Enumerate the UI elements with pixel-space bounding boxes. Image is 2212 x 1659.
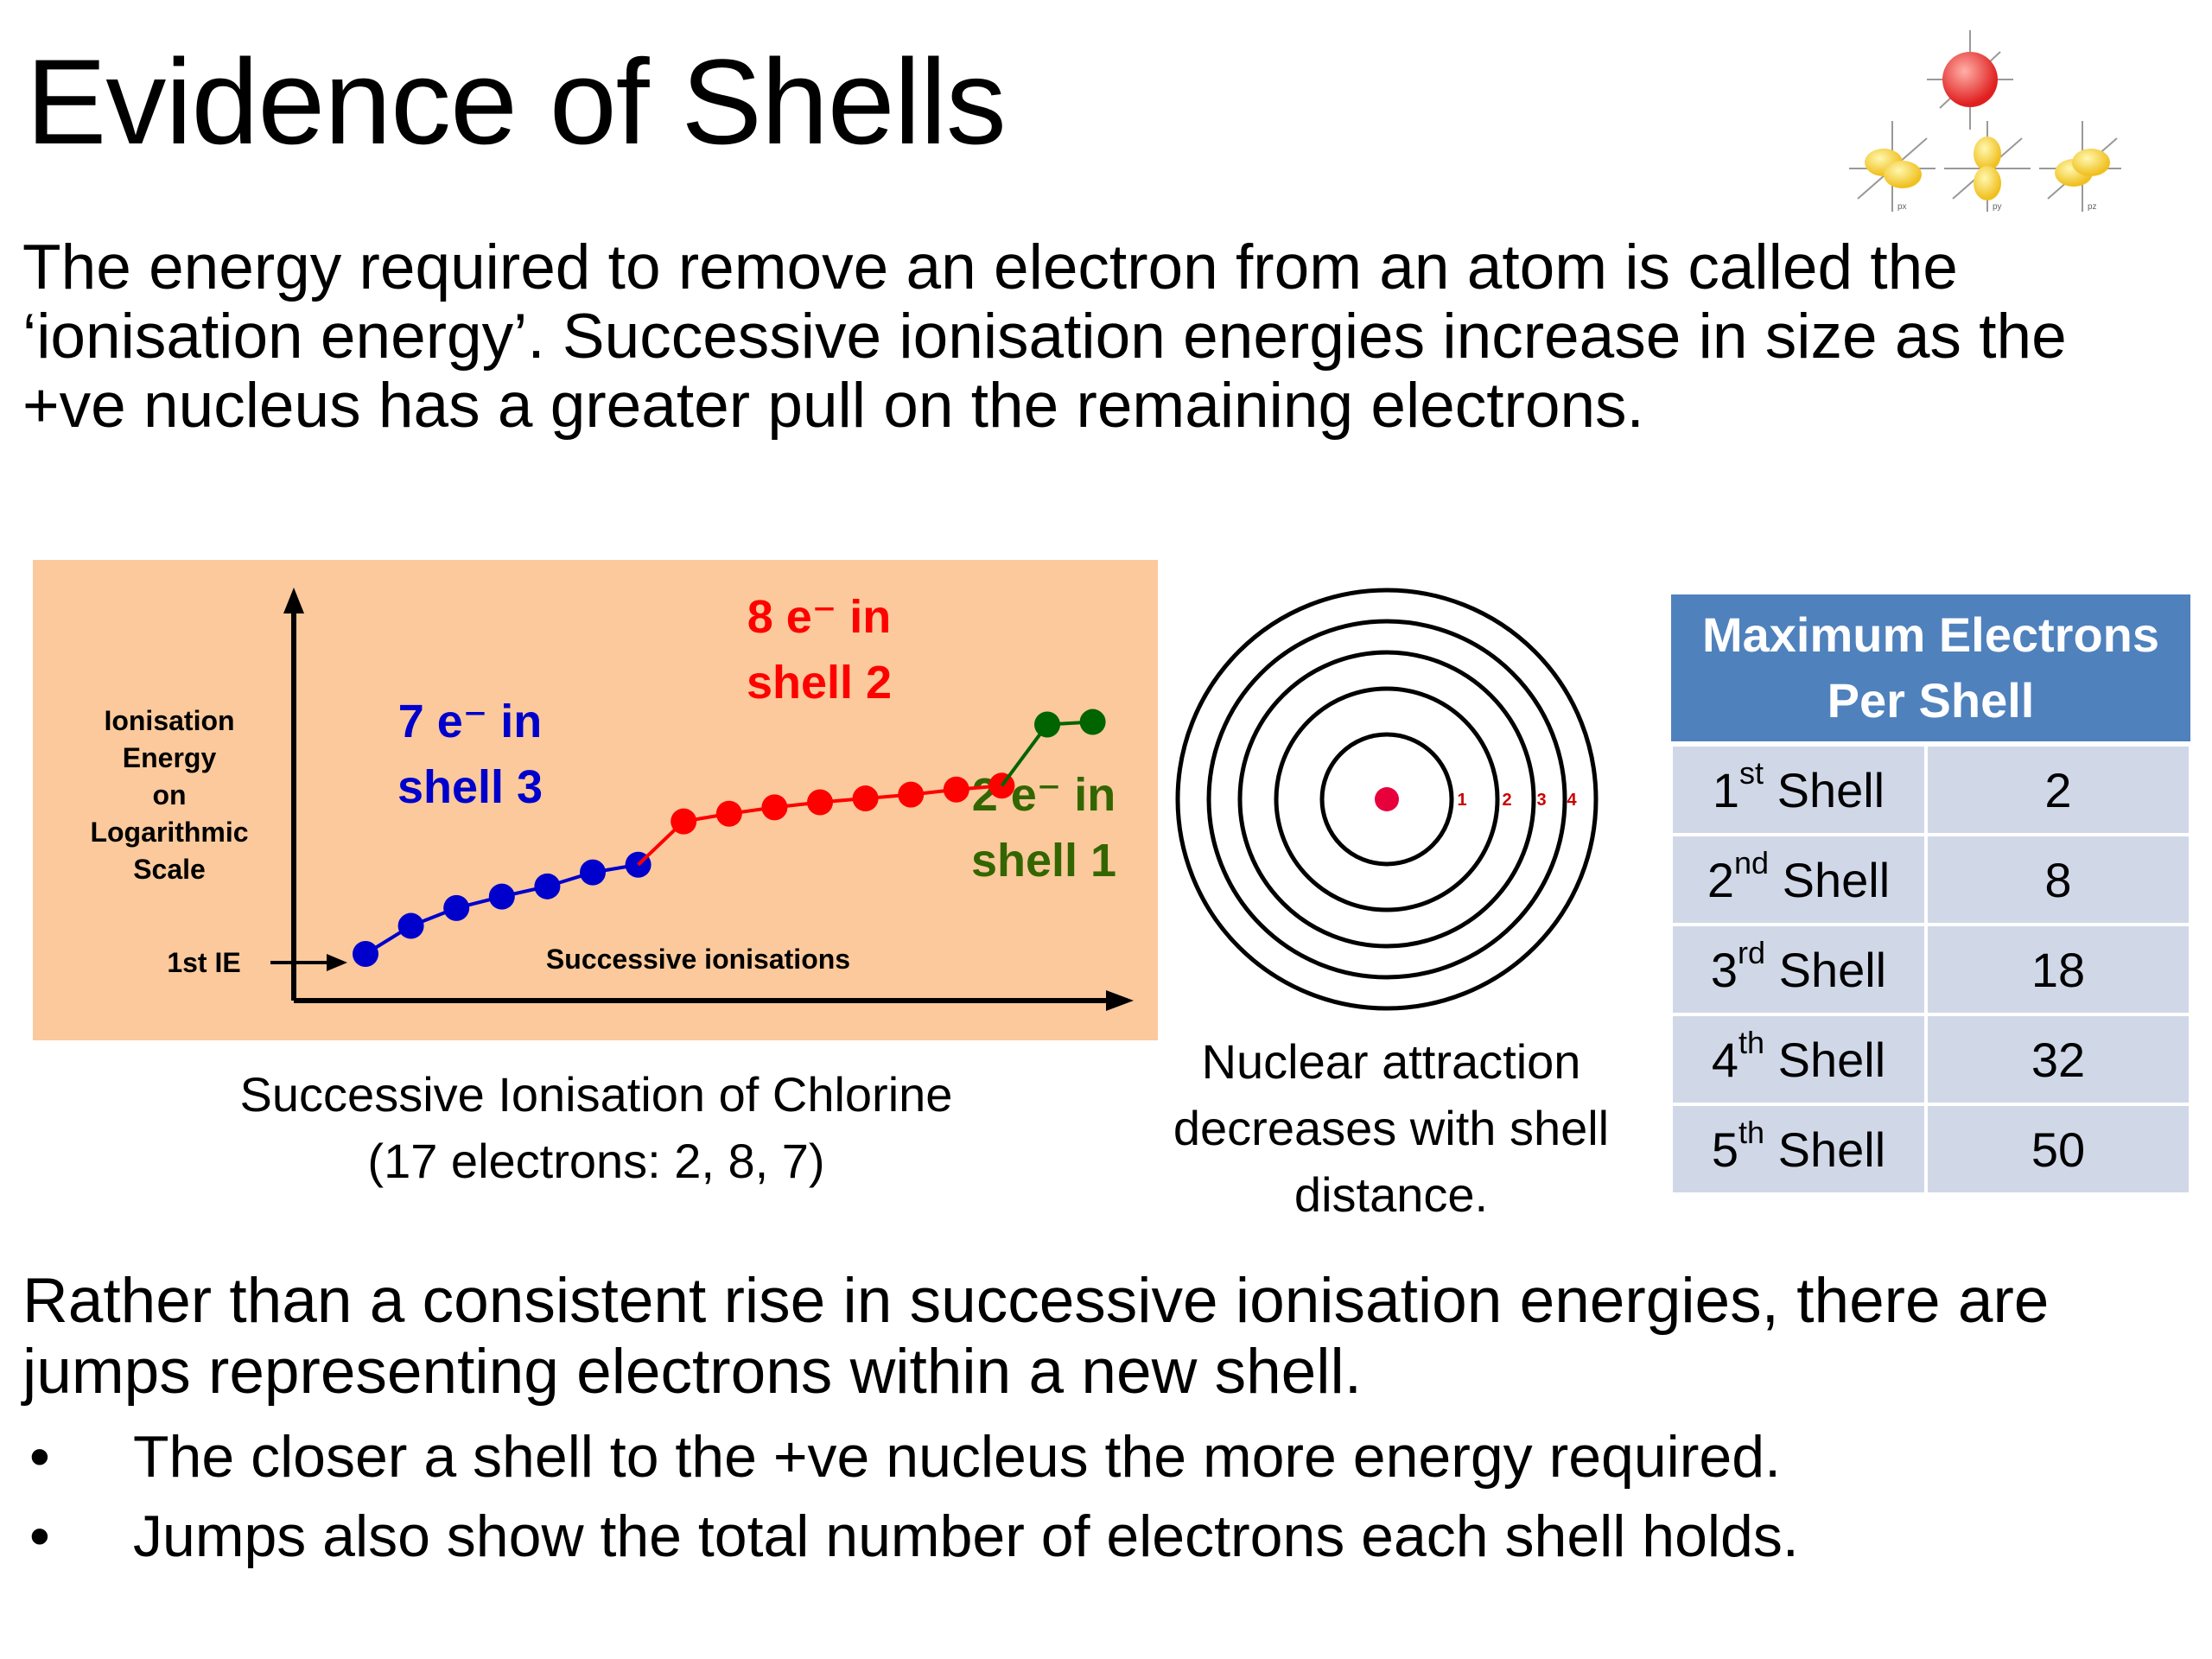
shell-name-cell: 3rd Shell (1669, 923, 1928, 1016)
series-label-shell3: 7 e⁻ in (398, 696, 543, 747)
table-row: 3rd Shell 18 (1669, 923, 2192, 1016)
bullet-text: Jumps also show the total number of elec… (133, 1503, 1799, 1569)
table-row: 1st Shell 2 (1669, 742, 2192, 836)
data-point (353, 941, 378, 967)
chart-background (33, 560, 1158, 1040)
max-electrons-table: Maximum Electrons Per Shell 1st Shell 2 … (1669, 594, 2192, 1196)
y-axis-label-line: on (152, 779, 186, 810)
data-point (580, 859, 606, 886)
slide-title: Evidence of Shells (26, 34, 1007, 169)
intro-line: ‘ionisation energy’. Successive ionisati… (22, 302, 2067, 372)
intro-paragraph: The energy required to remove an electro… (22, 233, 2183, 441)
bullet-dot: • (29, 1424, 50, 1490)
max-value-cell: 32 (1924, 1013, 2192, 1106)
shell-ring (1175, 588, 1599, 1011)
data-point (534, 873, 561, 899)
data-point (488, 883, 515, 910)
bullet-item: • Jumps also show the total number of ele… (22, 1497, 1799, 1576)
series-label-shell1: shell 1 (971, 835, 1116, 887)
ionisation-chart: Ionisation Energy on Logarithmic Scale 1… (33, 560, 1158, 1040)
data-point (671, 808, 697, 835)
intro-line: +ve nucleus has a greater pull on the re… (22, 371, 1644, 441)
table-header-line: Maximum Electrons (1701, 607, 2160, 662)
shell-ring (1274, 686, 1500, 912)
data-point (1079, 709, 1106, 735)
orbital-sublabel: py (1993, 202, 2002, 212)
data-point (761, 794, 788, 821)
shell-name-cell: 4th Shell (1669, 1013, 1928, 1106)
table-header: Maximum Electrons Per Shell (1671, 594, 2190, 747)
bullet-text: The closer a shell to the +ve nucleus th… (133, 1424, 1781, 1490)
shells-caption: Nuclear attraction decreases with shell … (1149, 1028, 1633, 1228)
data-point (943, 776, 969, 803)
x-axis-label: Successive ionisations (546, 944, 850, 975)
shell-ring (1237, 650, 1536, 949)
plot-area (353, 709, 1106, 967)
data-point (443, 894, 470, 921)
chart-caption-line: (17 electrons: 2, 8, 7) (367, 1134, 825, 1188)
y-axis-label-line: Energy (123, 742, 217, 773)
nucleus-dot (1375, 787, 1399, 811)
data-point (852, 785, 879, 812)
summary-line: jumps representing electrons within a ne… (22, 1337, 1363, 1407)
chart-caption: Successive Ionisation of Chlorine (17 el… (121, 1061, 1071, 1194)
summary-line: Rather than a consistent rise in success… (22, 1266, 2050, 1336)
data-point (715, 800, 742, 827)
first-ie-label: 1st IE (167, 947, 240, 978)
shells-caption-line: decreases with shell (1173, 1101, 1610, 1155)
series-label-shell2: 8 e⁻ in (747, 591, 892, 643)
data-point (397, 912, 424, 939)
p-orbitals-icon: px py pz (1849, 30, 2121, 212)
shell-ring (1206, 619, 1567, 980)
shell-number-label: 2 (1502, 791, 1511, 810)
series-label-shell3: shell 3 (397, 761, 543, 813)
max-value-cell: 8 (1924, 833, 2192, 926)
shell-number-label: 3 (1536, 791, 1546, 810)
table-row: 5th Shell 50 (1669, 1103, 2192, 1196)
table-row: 4th Shell 32 (1669, 1013, 2192, 1106)
y-axis-label-line: Ionisation (104, 705, 234, 736)
y-axis-label-line: Scale (133, 854, 206, 885)
bullet-dot: • (29, 1503, 50, 1569)
y-axis-label-line: Logarithmic (90, 817, 248, 848)
shell-number-label: 1 (1457, 791, 1466, 810)
max-value-cell: 18 (1924, 923, 2192, 1016)
table-header-line: Per Shell (1827, 673, 2035, 728)
max-value-cell: 2 (1924, 742, 2192, 836)
y-axis-line (283, 588, 304, 1001)
data-point (1034, 711, 1060, 738)
first-ie-arrow (270, 954, 347, 971)
bullet-list: • The closer a shell to the +ve nucleus t… (22, 1417, 1799, 1576)
orbital-sublabel: px (1897, 202, 1907, 212)
shell-number-label: 4 (1567, 791, 1577, 810)
bullet-item: • The closer a shell to the +ve nucleus t… (22, 1417, 1799, 1497)
table-row: 2nd Shell 8 (1669, 833, 2192, 926)
shell-name-cell: 5th Shell (1669, 1103, 1928, 1196)
x-axis-line (294, 990, 1134, 1011)
shells-caption-line: Nuclear attraction (1201, 1034, 1581, 1089)
shell-name-cell: 2nd Shell (1669, 833, 1928, 926)
orbital-sublabel: pz (2088, 202, 2097, 212)
shells-caption-line: distance. (1294, 1167, 1489, 1222)
shell-name-cell: 1st Shell (1669, 742, 1928, 836)
intro-line: The energy required to remove an electro… (22, 232, 1958, 302)
chart-caption-line: Successive Ionisation of Chlorine (239, 1067, 953, 1122)
max-value-cell: 50 (1924, 1103, 2192, 1196)
electron-shells-diagram: 1 2 3 4 5 (1175, 588, 1599, 1011)
shell-ring (1319, 732, 1454, 867)
data-point (807, 789, 833, 816)
summary-paragraph: Rather than a consistent rise in success… (22, 1266, 2200, 1408)
data-point (898, 781, 925, 808)
series-label-shell2: shell 2 (747, 657, 892, 709)
